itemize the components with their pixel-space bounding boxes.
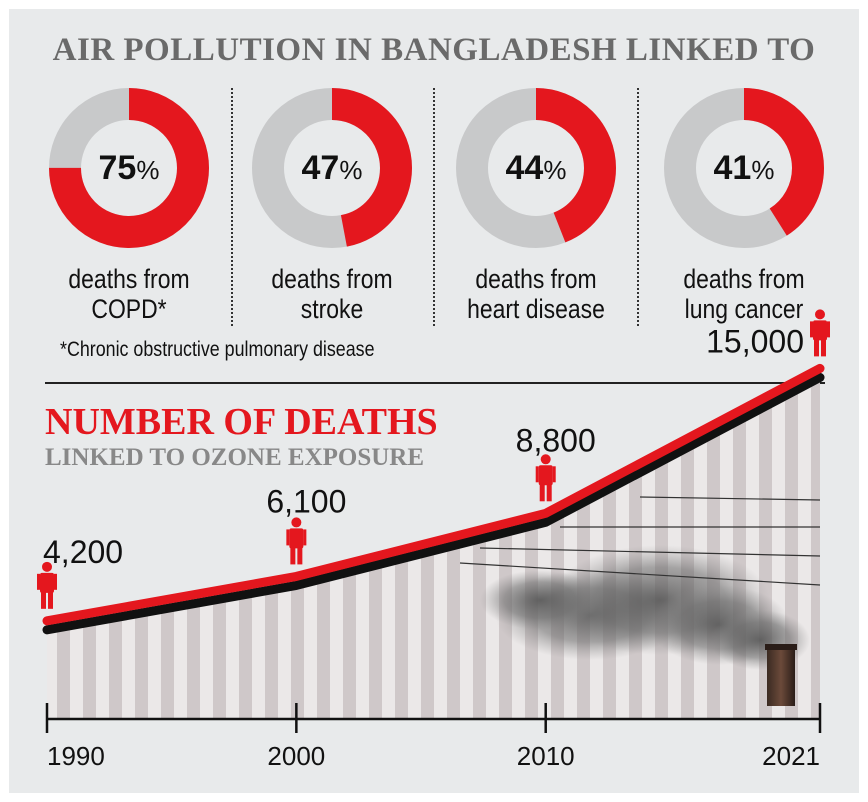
background-stripe: [421, 374, 434, 719]
data-label: 6,100: [266, 483, 346, 519]
donut-label: deaths from stroke: [247, 264, 417, 324]
x-tick-label: 2010: [517, 741, 575, 771]
person-icon: [286, 517, 307, 565]
trend-line: [42, 363, 825, 626]
donut-value: 44: [505, 149, 544, 187]
trend-line-shadow: [42, 372, 825, 635]
donut-segment: [49, 88, 209, 248]
background-stripe: [109, 374, 122, 719]
donut-value: 47: [301, 149, 340, 187]
donut-label-line1: deaths from: [68, 264, 190, 294]
donut-percent: 44%: [456, 88, 616, 248]
donut-value: 75: [98, 149, 137, 187]
donut-chart: [49, 88, 209, 248]
donut-segment: [252, 88, 412, 248]
donut-label-line1: deaths from: [271, 264, 393, 294]
dotted-separator: [231, 88, 233, 326]
background-stripe: [655, 374, 668, 719]
section-divider: [45, 382, 825, 384]
dotted-separator: [433, 88, 435, 326]
donut-percent: 75%: [49, 88, 209, 248]
donut-label-line1: deaths from: [475, 264, 597, 294]
smoke-image: [480, 545, 810, 670]
person-icon: [810, 309, 830, 357]
data-label: 8,800: [516, 422, 596, 458]
donut-label-line2: COPD*: [91, 294, 167, 324]
donut-label: deaths from lung cancer: [659, 264, 829, 324]
person-icon: [535, 454, 556, 502]
page-title: AIR POLLUTION IN BANGLADESH LINKED TO: [52, 32, 816, 68]
percent-sign: %: [543, 155, 567, 185]
background-stripe: [135, 374, 148, 719]
donut-percent: 41%: [664, 88, 824, 248]
background-stripe: [187, 374, 200, 719]
background-stripe: [525, 374, 538, 719]
donut-label: deaths from COPD*: [44, 264, 214, 324]
background-stripe: [369, 374, 382, 719]
data-label: 15,000: [706, 323, 804, 359]
donut-label-line2: heart disease: [467, 294, 605, 324]
x-tick-label: 1990: [47, 741, 105, 771]
donut-label: deaths from heart disease: [451, 264, 621, 324]
donut-segment: [456, 88, 616, 248]
background-stripe: [395, 374, 408, 719]
percent-sign: %: [751, 155, 775, 185]
x-tick-label: 2021: [762, 741, 820, 771]
background-stripe: [811, 374, 820, 719]
percent-sign: %: [136, 155, 160, 185]
chimney-image: [765, 644, 797, 706]
donut-percent: 47%: [252, 88, 412, 248]
background-stripe: [239, 374, 252, 719]
chart-subtitle: LINKED TO OZONE EXPOSURE: [45, 444, 425, 471]
donut-label-line1: deaths from: [683, 264, 805, 294]
donut-label-line2: stroke: [300, 294, 364, 324]
power-lines: [459, 496, 821, 586]
dotted-separator: [637, 88, 639, 326]
person-icon: [37, 561, 57, 609]
donut-value: 41: [713, 149, 752, 187]
background-stripe: [447, 374, 460, 719]
donut-chart: [456, 88, 616, 248]
background-stripe: [57, 374, 70, 719]
background-stripe: [213, 374, 226, 719]
donut-chart: [664, 88, 824, 248]
background-stripe: [161, 374, 174, 719]
background-stripe: [629, 374, 642, 719]
x-tick-label: 2000: [267, 741, 325, 771]
percent-sign: %: [339, 155, 363, 185]
donut-segment: [664, 88, 824, 248]
background-stripe: [473, 374, 486, 719]
data-label: 4,200: [43, 534, 123, 570]
donut-chart: [252, 88, 412, 248]
chart-title: NUMBER OF DEATHS: [45, 401, 438, 443]
donut-label-line2: lung cancer: [684, 294, 804, 324]
background-stripe: [499, 374, 512, 719]
footnote: *Chronic obstructive pulmonary disease: [60, 338, 375, 361]
background-stripe: [83, 374, 96, 719]
